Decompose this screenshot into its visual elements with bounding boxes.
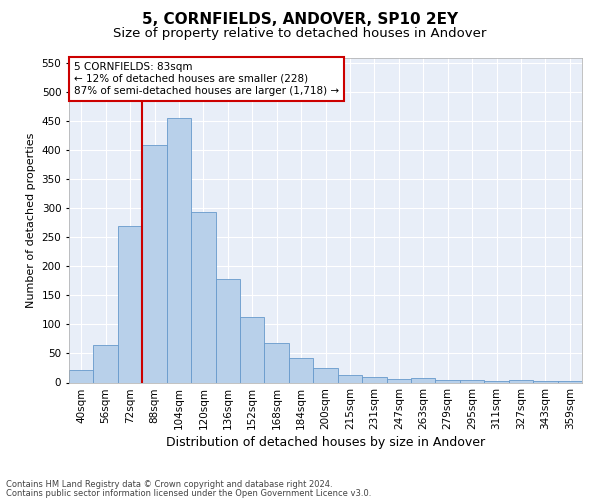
Bar [313,368,338,382]
Bar [118,226,142,382]
Bar [411,378,436,382]
Bar [69,370,94,382]
Text: Size of property relative to detached houses in Andover: Size of property relative to detached ho… [113,28,487,40]
Text: Contains public sector information licensed under the Open Government Licence v3: Contains public sector information licen… [6,489,371,498]
Bar [142,144,167,382]
Bar [338,375,362,382]
X-axis label: Distribution of detached houses by size in Andover: Distribution of detached houses by size … [166,436,485,450]
Bar [94,345,118,383]
Bar [240,317,265,382]
Text: Contains HM Land Registry data © Crown copyright and database right 2024.: Contains HM Land Registry data © Crown c… [6,480,332,489]
Y-axis label: Number of detached properties: Number of detached properties [26,132,36,308]
Bar [191,212,215,382]
Bar [509,380,533,382]
Bar [289,358,313,382]
Bar [386,379,411,382]
Text: 5, CORNFIELDS, ANDOVER, SP10 2EY: 5, CORNFIELDS, ANDOVER, SP10 2EY [142,12,458,28]
Bar [167,118,191,382]
Bar [215,279,240,382]
Bar [265,343,289,382]
Bar [362,376,386,382]
Bar [533,381,557,382]
Text: 5 CORNFIELDS: 83sqm
← 12% of detached houses are smaller (228)
87% of semi-detac: 5 CORNFIELDS: 83sqm ← 12% of detached ho… [74,62,339,96]
Bar [460,380,484,382]
Bar [484,381,509,382]
Bar [436,380,460,382]
